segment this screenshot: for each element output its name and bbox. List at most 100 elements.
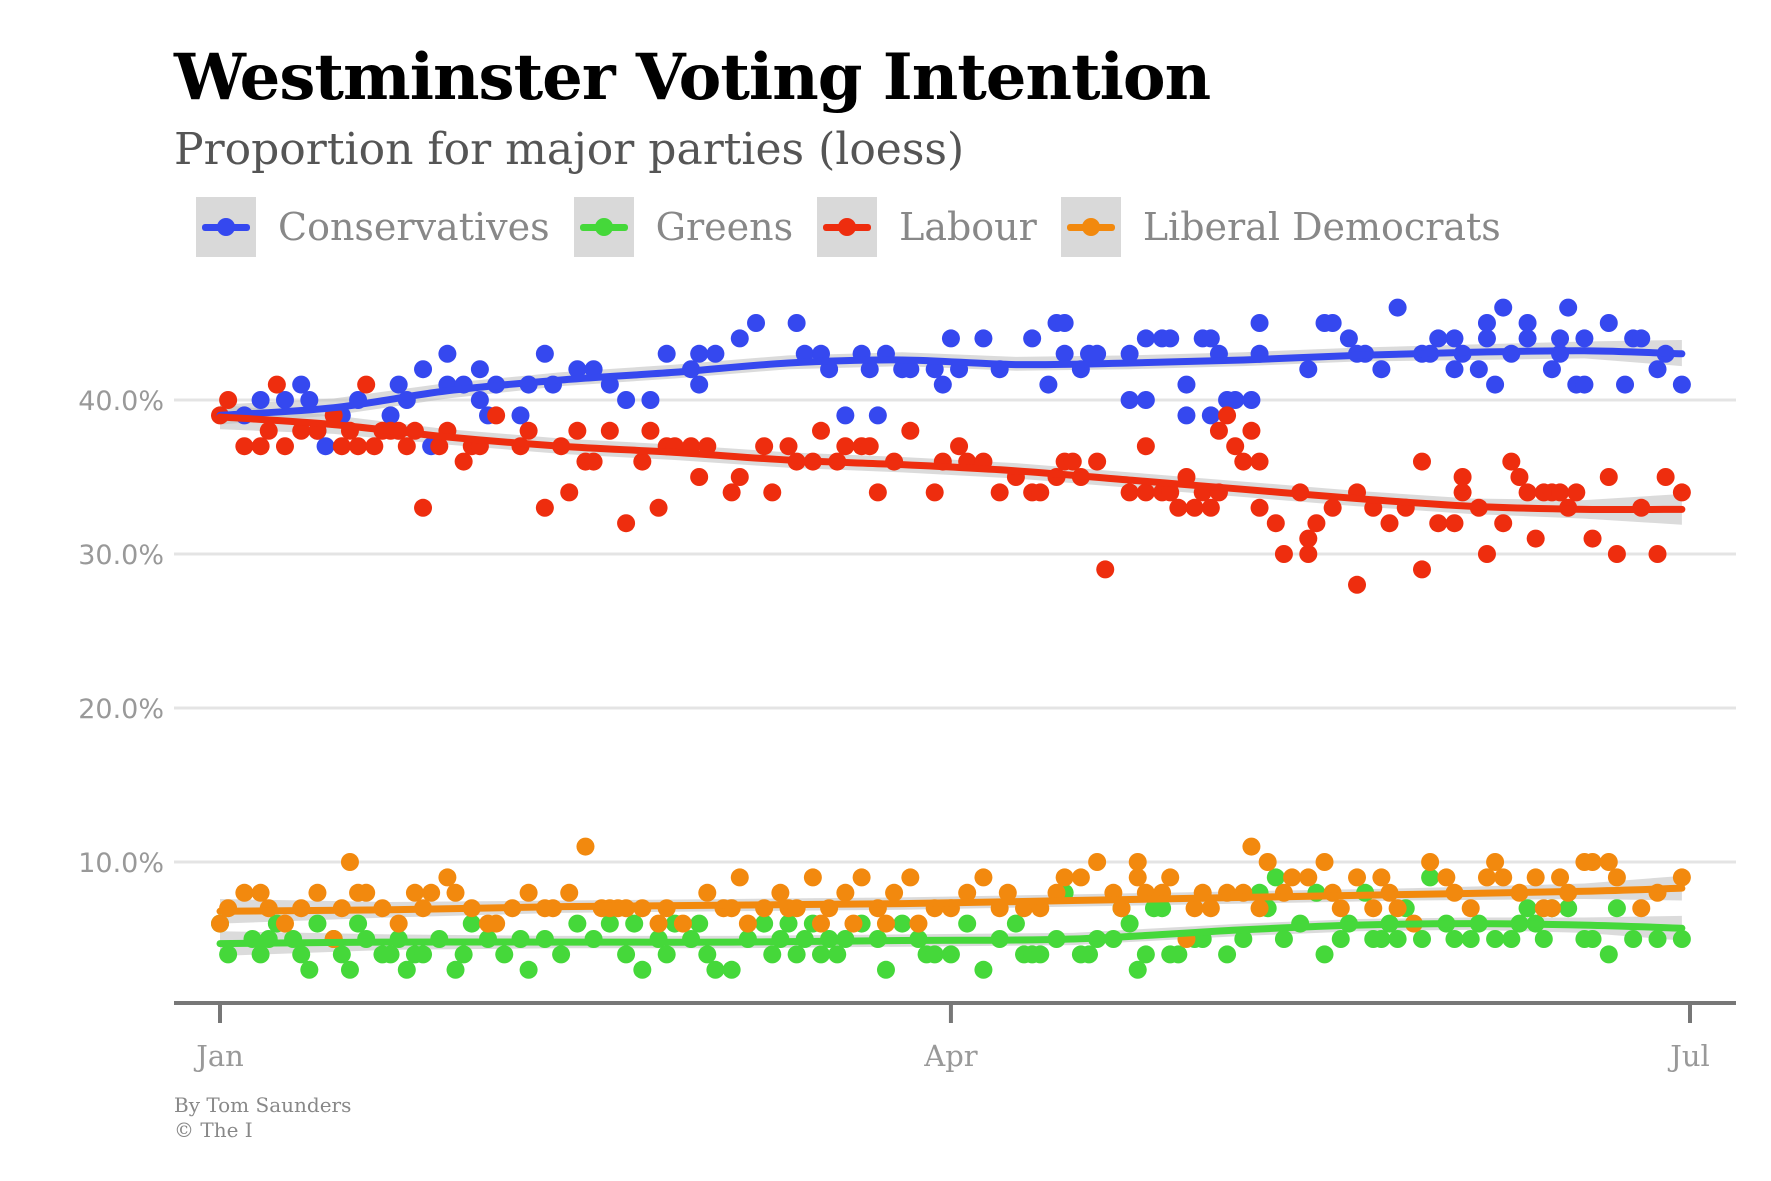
data-point bbox=[941, 945, 960, 964]
data-point bbox=[1128, 960, 1147, 979]
data-point bbox=[925, 360, 944, 379]
data-point bbox=[1494, 514, 1513, 533]
data-point bbox=[1534, 930, 1553, 948]
data-point bbox=[1299, 360, 1318, 379]
data-point bbox=[1551, 329, 1570, 348]
data-point bbox=[1299, 529, 1318, 548]
data-point bbox=[901, 868, 920, 887]
data-point bbox=[1331, 930, 1350, 948]
data-point bbox=[1486, 853, 1505, 871]
legend-label-greens: Greens bbox=[655, 205, 794, 249]
data-point bbox=[1453, 468, 1472, 486]
data-point bbox=[535, 344, 554, 363]
data-point bbox=[430, 437, 449, 456]
data-point bbox=[1526, 868, 1545, 887]
data-point bbox=[1055, 314, 1074, 332]
data-point bbox=[438, 868, 457, 887]
data-point bbox=[836, 883, 855, 902]
data-point bbox=[779, 914, 798, 933]
data-point bbox=[487, 406, 506, 425]
data-point bbox=[275, 437, 294, 456]
data-point bbox=[958, 914, 977, 933]
data-point bbox=[1461, 899, 1480, 918]
data-point bbox=[1477, 868, 1496, 887]
data-point bbox=[1112, 899, 1131, 918]
data-point bbox=[706, 344, 725, 363]
data-point bbox=[1331, 899, 1350, 918]
data-point bbox=[1388, 298, 1407, 317]
byline: By Tom Saunders bbox=[174, 1093, 352, 1117]
data-point bbox=[1177, 375, 1196, 394]
data-point bbox=[389, 375, 408, 394]
data-point bbox=[617, 391, 636, 409]
legend-label-liberal-democrats: Liberal Democrats bbox=[1142, 205, 1501, 249]
data-point bbox=[1583, 853, 1602, 871]
data-point bbox=[308, 914, 327, 933]
data-point bbox=[275, 914, 294, 933]
data-point bbox=[1080, 945, 1099, 964]
data-point bbox=[1161, 329, 1180, 348]
data-point bbox=[1518, 899, 1537, 918]
data-point bbox=[1274, 930, 1293, 948]
confidence-band bbox=[220, 339, 1682, 425]
data-point bbox=[1567, 483, 1586, 502]
data-point bbox=[1429, 329, 1448, 348]
data-point bbox=[1583, 930, 1602, 948]
y-tick-label: 40.0% bbox=[78, 386, 164, 417]
data-point bbox=[1477, 545, 1496, 563]
data-point bbox=[275, 391, 294, 409]
legend-key-liberal-democrats-icon bbox=[1060, 197, 1121, 257]
data-point bbox=[1607, 899, 1626, 918]
data-point bbox=[1445, 514, 1464, 533]
data-point bbox=[1510, 468, 1529, 486]
data-point bbox=[219, 391, 238, 409]
data-point bbox=[1266, 514, 1285, 533]
data-point bbox=[909, 914, 928, 933]
data-point bbox=[560, 483, 579, 502]
data-point bbox=[1136, 483, 1155, 502]
data-point bbox=[698, 437, 717, 456]
data-point bbox=[1161, 483, 1180, 502]
legend-dot bbox=[594, 218, 613, 236]
data-point bbox=[1445, 329, 1464, 348]
data-point bbox=[397, 960, 416, 979]
legend-item-conservatives: Conservatives bbox=[196, 197, 550, 257]
legend-label-conservatives: Conservatives bbox=[278, 205, 550, 249]
data-point bbox=[1477, 329, 1496, 348]
data-point bbox=[219, 945, 238, 964]
legend-item-labour: Labour bbox=[817, 197, 1037, 257]
data-point bbox=[1437, 868, 1456, 887]
data-point bbox=[1445, 360, 1464, 379]
data-point bbox=[1209, 421, 1228, 440]
data-point bbox=[1234, 930, 1253, 948]
data-point bbox=[1486, 375, 1505, 394]
data-point bbox=[349, 914, 368, 933]
data-point bbox=[795, 344, 814, 363]
data-point bbox=[495, 945, 514, 964]
data-point bbox=[885, 883, 904, 902]
data-point bbox=[454, 945, 473, 964]
data-point bbox=[925, 483, 944, 502]
data-point bbox=[438, 344, 457, 363]
legend-item-liberal-democrats: Liberal Democrats bbox=[1060, 197, 1501, 257]
data-point bbox=[381, 406, 400, 425]
y-tick-label: 20.0% bbox=[78, 694, 164, 725]
data-point bbox=[381, 945, 400, 964]
data-point bbox=[308, 883, 327, 902]
axis-layer: 10.0% 20.0% 30.0% 40.0% Jan Apr Jul bbox=[78, 386, 1736, 1073]
data-point bbox=[1672, 375, 1691, 394]
data-point bbox=[1526, 529, 1545, 548]
data-point bbox=[1372, 360, 1391, 379]
legend-dot bbox=[217, 218, 235, 236]
data-point bbox=[755, 914, 774, 933]
data-point bbox=[1461, 930, 1480, 948]
data-point bbox=[1477, 314, 1496, 332]
data-point bbox=[1071, 868, 1090, 887]
data-point bbox=[292, 375, 311, 394]
data-point bbox=[292, 945, 311, 964]
data-point bbox=[1323, 314, 1342, 332]
data-point bbox=[1088, 452, 1107, 471]
data-point bbox=[1494, 868, 1513, 887]
data-point bbox=[1161, 868, 1180, 887]
data-point bbox=[1299, 545, 1318, 563]
